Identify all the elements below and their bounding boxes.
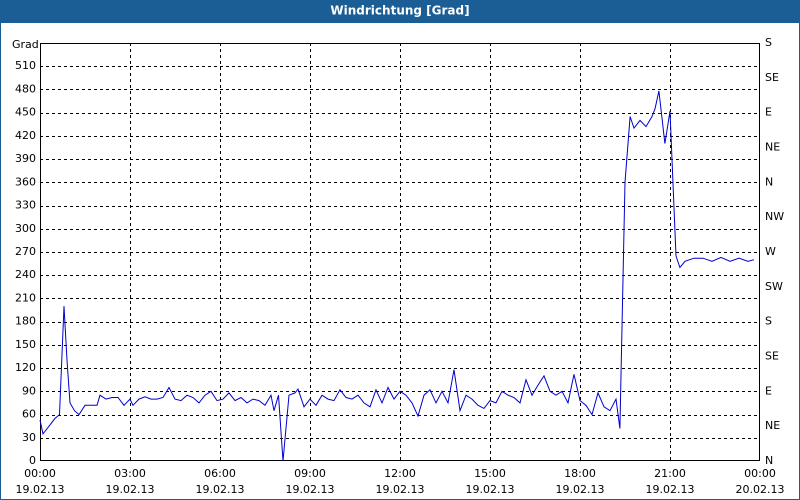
y-tick-label: 330 [15,199,36,212]
x-tick-label: 06:00 19.02.13 [196,467,245,496]
y2-tick-label: S [765,36,772,49]
x-tick-label: 09:00 19.02.13 [286,467,335,496]
y-tick-label: 300 [15,222,36,235]
x-tick-label: 21:00 19.02.13 [646,467,695,496]
y2-tick-label: N [765,454,773,467]
title-bar [0,0,800,22]
y2-tick-label: E [765,384,772,397]
y2-tick-label: NE [765,419,780,432]
y-tick-label: 210 [15,291,36,304]
y2-tick-label: E [765,106,772,119]
x-tick-label: 18:00 19.02.13 [556,467,605,496]
y-tick-label: 240 [15,268,36,281]
y2-tick-label: NW [765,210,784,223]
x-tick-label: 12:00 19.02.13 [376,467,425,496]
y-tick-label: 0 [29,454,36,467]
y2-tick-label: SW [765,280,783,293]
y2-tick-label: N [765,175,773,188]
y-tick-label: 390 [15,152,36,165]
y-tick-label: 480 [15,82,36,95]
y-tick-label: 60 [22,408,36,421]
y2-tick-label: S [765,315,772,328]
y-tick-label: 420 [15,129,36,142]
data-line [39,90,755,462]
y-tick-label: 510 [15,59,36,72]
y-tick-label: 150 [15,338,36,351]
y-tick-label: 180 [15,315,36,328]
y-tick-label: 120 [15,361,36,374]
y-tick-label: 90 [22,384,36,397]
chart-title: Windrichtung [Grad] [330,4,469,18]
x-tick-label: 00:00 20.02.13 [736,467,785,496]
y-tick-label: 450 [15,106,36,119]
x-tick-label: 00:00 19.02.13 [16,467,65,496]
y-axis-label: Grad [12,38,39,51]
y2-tick-label: SE [765,350,779,363]
y2-tick-label: SE [765,71,779,84]
y2-tick-label: NE [765,141,780,154]
x-tick-label: 03:00 19.02.13 [106,467,155,496]
y-tick-label: 30 [22,431,36,444]
y-tick-label: 270 [15,245,36,258]
y-tick-label: 360 [15,175,36,188]
y2-tick-label: W [765,245,776,258]
x-tick-label: 15:00 19.02.13 [466,467,515,496]
